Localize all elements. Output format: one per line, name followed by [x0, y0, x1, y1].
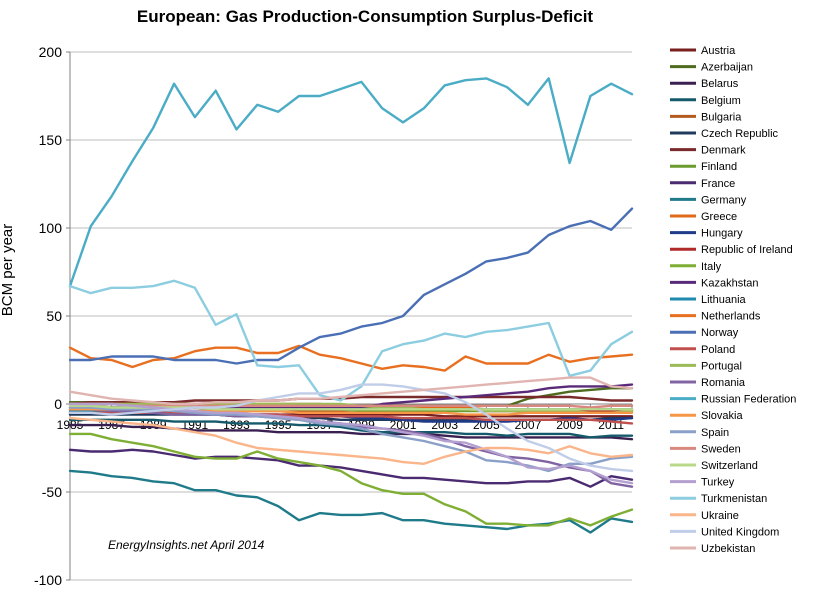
legend-label-italy: Italy: [701, 261, 722, 273]
series-line-ukraine: [68, 416, 634, 465]
legend-label-kazakhstan: Kazakhstan: [701, 277, 758, 289]
series-line-sweden: [68, 402, 634, 409]
legend-label-ukraine: Ukraine: [701, 510, 739, 522]
legend-label-romania: Romania: [701, 377, 746, 389]
series-line-united-kingdom: [68, 383, 634, 473]
legend-label-france: France: [701, 178, 735, 190]
legend-label-turkmenistan: Turkmenistan: [701, 493, 767, 505]
legend-label-azerbaijan: Azerbaijan: [701, 62, 753, 74]
y-tick-label: 200: [39, 44, 63, 60]
legend-label-belarus: Belarus: [701, 78, 739, 90]
series-line-belgium: [68, 418, 634, 439]
legend-label-austria: Austria: [701, 45, 736, 57]
y-tick-label: 50: [46, 308, 62, 324]
series-line-netherlands: [68, 344, 634, 372]
legend-label-netherlands: Netherlands: [701, 311, 761, 323]
legend-label-russian-federation: Russian Federation: [701, 394, 796, 406]
series-line-russian-federation: [68, 77, 634, 288]
y-tick-label: 100: [39, 220, 63, 236]
legend-label-spain: Spain: [701, 427, 729, 439]
y-tick-label: 150: [39, 132, 63, 148]
legend-label-czech-republic: Czech Republic: [701, 128, 779, 140]
y-axis-label: BCM per year: [0, 224, 16, 317]
legend-label-belgium: Belgium: [701, 95, 741, 107]
y-axis: -100 -50 0 50 100 150 200: [34, 44, 71, 588]
x-tick-label: 2009: [556, 418, 583, 432]
y-tick-label: 0: [54, 396, 62, 412]
series-line-turkmenistan: [68, 279, 634, 402]
legend-label-denmark: Denmark: [701, 145, 746, 157]
legend-label-hungary: Hungary: [701, 228, 743, 240]
legend-label-lithuania: Lithuania: [701, 294, 747, 306]
legend-label-greece: Greece: [701, 211, 737, 223]
series-line-italy: [68, 432, 634, 527]
legend-label-germany: Germany: [701, 194, 747, 206]
legend: Austria Azerbaijan Belarus Belgium Bulgaria C…: [670, 45, 796, 555]
legend-label-bulgaria: Bulgaria: [701, 111, 742, 123]
series-line-uzbekistan: [68, 376, 634, 406]
source-annotation: EnergyInsights.net April 2014: [108, 538, 265, 552]
legend-label-finland: Finland: [701, 161, 737, 173]
legend-label-uzbekistan: Uzbekistan: [701, 543, 755, 555]
chart-title: European: Gas Production-Consumption Sur…: [137, 7, 594, 26]
series-line-germany: [68, 469, 634, 534]
legend-label-slovakia: Slovakia: [701, 410, 743, 422]
series-line-france: [68, 448, 634, 488]
y-tick-label: -50: [42, 484, 62, 500]
legend-label-turkey: Turkey: [701, 477, 735, 489]
series-lines: [68, 77, 634, 534]
legend-label-portugal: Portugal: [701, 360, 742, 372]
y-tick-label: -100: [34, 572, 62, 588]
grid: [70, 51, 632, 581]
legend-label-united-kingdom: United Kingdom: [701, 526, 779, 538]
series-line-turkey: [68, 402, 634, 485]
legend-label-norway: Norway: [701, 327, 739, 339]
x-tick-label: 1993: [223, 418, 250, 432]
legend-label-republic-of-ireland: Republic of Ireland: [701, 244, 793, 256]
series-line-norway: [68, 207, 634, 365]
legend-label-switzerland: Switzerland: [701, 460, 758, 472]
x-tick-label: 1995: [265, 418, 292, 432]
legend-label-poland: Poland: [701, 344, 735, 356]
legend-label-sweden: Sweden: [701, 443, 741, 455]
